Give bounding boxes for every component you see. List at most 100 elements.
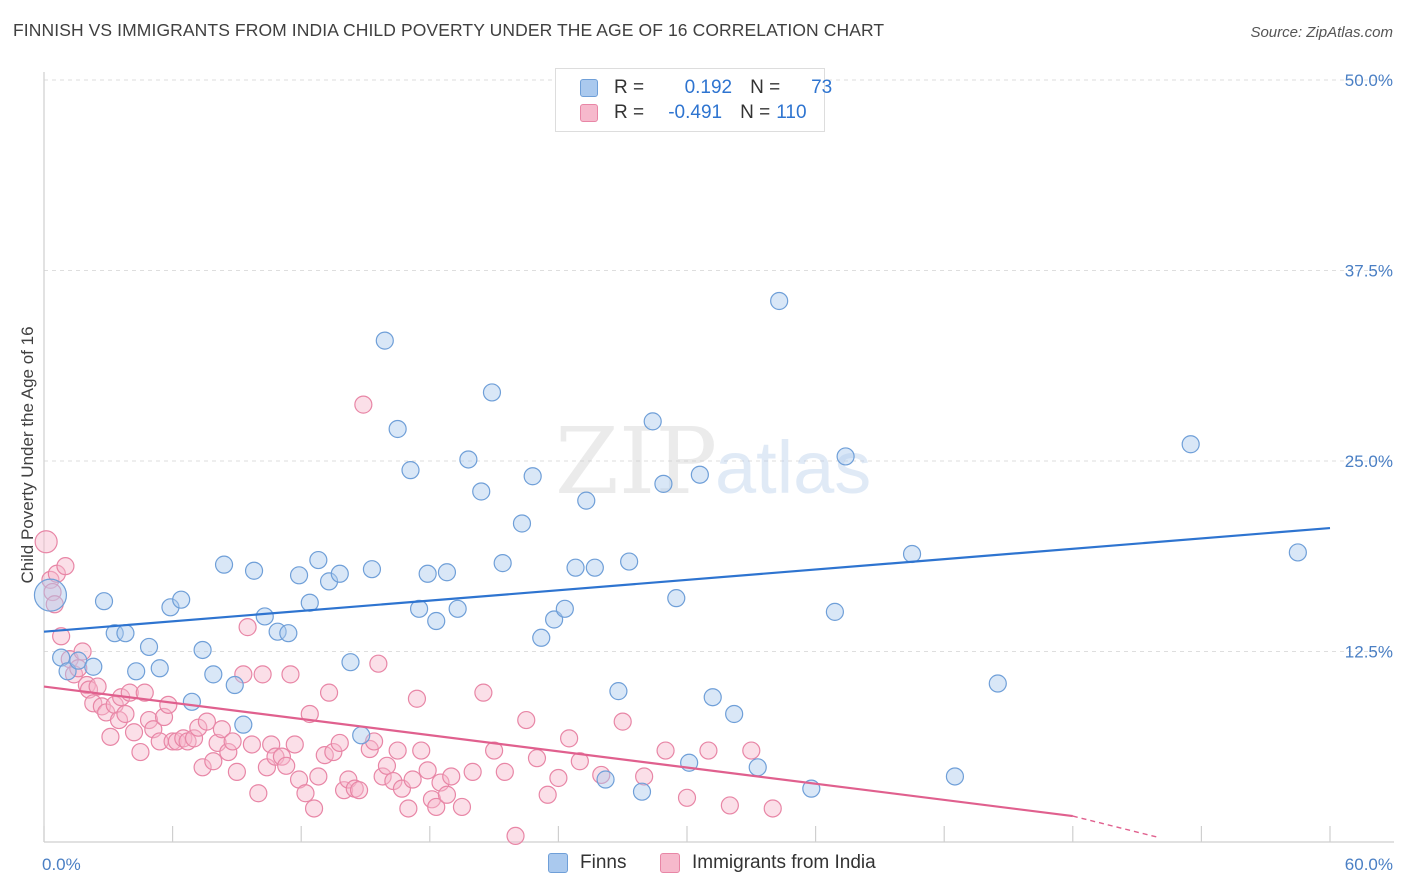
legend-n-value: 110 [776, 102, 807, 123]
india-point [116, 704, 135, 724]
x-tick-label-max: 60.0% [1345, 855, 1393, 874]
finns-point [58, 662, 77, 681]
finns-point [33, 578, 68, 612]
india-point [56, 557, 75, 576]
finns-point [341, 653, 360, 672]
india-point [212, 720, 231, 739]
finns-point [225, 675, 244, 695]
india-point [427, 797, 446, 817]
finns-point [902, 544, 922, 564]
finns-point [566, 558, 585, 577]
india-point [354, 395, 373, 414]
finns-point [643, 412, 662, 431]
finns-point [667, 589, 686, 608]
india-point [452, 797, 472, 817]
bottom-legend-finns: Finns [548, 852, 626, 874]
india-point [227, 762, 246, 781]
finns-point [512, 514, 532, 533]
y-tick-label: 37.5% [1345, 262, 1393, 281]
india-point [613, 712, 632, 731]
finns-point [725, 704, 744, 724]
finns-point [472, 482, 491, 501]
legend-r-label: R = [614, 102, 645, 123]
finns-point [388, 419, 407, 439]
finns-point [330, 564, 349, 583]
india-point [304, 799, 324, 818]
legend-n-label: N = [740, 102, 771, 123]
y-axis-label: Child Poverty Under the Age of 16 [18, 326, 37, 583]
india-point [538, 785, 557, 804]
finns-series [33, 112, 1307, 801]
finns-point [523, 467, 542, 486]
finns-point [289, 566, 309, 585]
india-point [238, 618, 257, 637]
finns-point [545, 610, 564, 629]
india-point [52, 627, 71, 646]
india-point [285, 735, 304, 754]
india-point [139, 710, 159, 730]
watermark: ZIP atlas [555, 408, 871, 515]
finns-point [362, 560, 382, 579]
india-point [506, 826, 525, 846]
finns-point [204, 665, 223, 684]
india-point [388, 741, 407, 760]
finns-point [401, 461, 420, 480]
finns-point [459, 450, 478, 469]
finns-point [654, 474, 673, 493]
india-point [88, 677, 107, 696]
chart-title: FINNISH VS IMMIGRANTS FROM INDIA CHILD P… [13, 20, 885, 40]
india-point [377, 756, 397, 775]
finns-point [836, 447, 855, 466]
india-point [485, 741, 504, 760]
india-point [249, 784, 268, 803]
india-point [527, 749, 547, 768]
india-point [281, 665, 300, 684]
india-point [101, 727, 120, 746]
india-point [677, 788, 697, 807]
bottom-legend-label-india: Immigrants from India [692, 852, 876, 873]
y-tick-label: 50.0% [1345, 71, 1393, 90]
axes [43, 72, 1394, 843]
finns-point [493, 554, 512, 573]
finns-point [703, 688, 722, 707]
finns-point [409, 599, 429, 618]
finns-point [620, 552, 639, 571]
india-point [373, 767, 392, 786]
india-point [742, 741, 761, 760]
finns-point [94, 592, 114, 611]
finns-point [632, 782, 652, 801]
finns-point [244, 561, 264, 580]
y-tick-label: 25.0% [1345, 452, 1393, 471]
legend-r-label: R = [614, 77, 645, 98]
finns-point [448, 599, 467, 618]
finns-point [1288, 543, 1307, 562]
finns-point [182, 692, 201, 711]
y-tick-label: 12.5% [1345, 643, 1393, 662]
finns-point [375, 331, 394, 350]
legend: R = 0.192 N = 73 R = -0.491 N = 110 [555, 68, 832, 132]
india-point [418, 761, 437, 780]
india-point [34, 530, 58, 554]
bottom-legend-swatch-finns [548, 853, 568, 873]
india-point [159, 695, 178, 714]
finns-point [532, 628, 551, 647]
india-point [124, 723, 144, 742]
india-point [69, 659, 88, 678]
finns-point [139, 637, 159, 657]
india-point [369, 654, 388, 673]
finns-point [748, 758, 767, 777]
finns-point [105, 624, 124, 643]
india-point [272, 747, 292, 766]
india-trend-extension [1072, 815, 1159, 839]
india-point [349, 781, 369, 800]
source-label: Source: ZipAtlas.com [1250, 24, 1393, 41]
india-point [517, 710, 536, 730]
finns-point [1181, 435, 1200, 454]
india-point [242, 735, 262, 754]
finns-point [988, 674, 1007, 693]
india-point [193, 758, 212, 777]
india-point [219, 742, 238, 762]
india-point [549, 768, 568, 788]
legend-n-label: N = [750, 77, 781, 98]
india-point [277, 756, 296, 775]
